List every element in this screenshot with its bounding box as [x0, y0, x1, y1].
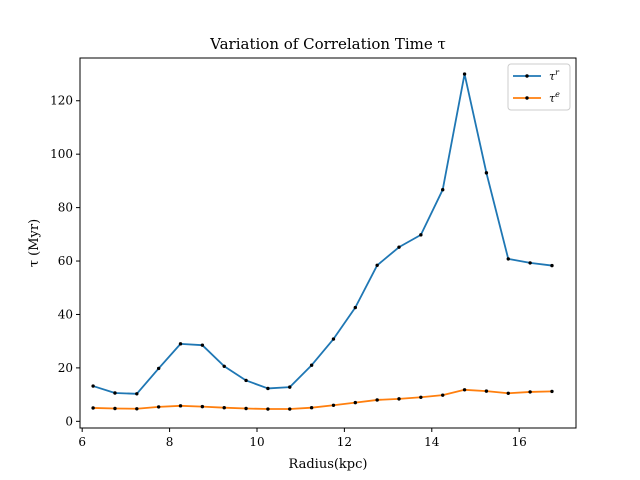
y-tick-label: 20: [58, 361, 73, 375]
data-point: [419, 233, 423, 237]
data-point: [331, 403, 336, 407]
series-line-1: [93, 388, 552, 410]
data-point: [135, 392, 139, 396]
data-point: [244, 406, 248, 411]
series-line-0: [92, 73, 553, 395]
y-axis: 0 20 40 60 80 100 120: [50, 94, 80, 428]
data-point: [462, 388, 467, 392]
data-point: [528, 261, 532, 265]
data-point: [222, 364, 226, 368]
data-point: [91, 406, 95, 410]
data-point: [419, 395, 423, 399]
data-point: [266, 407, 270, 411]
x-tick-label: 12: [337, 435, 352, 449]
data-point: [441, 393, 445, 397]
data-point: [506, 257, 510, 261]
plot-area: [79, 57, 577, 429]
data-point: [441, 188, 445, 192]
data-point: [550, 263, 554, 268]
data-point: [506, 391, 510, 395]
x-tick-label: 8: [166, 435, 174, 449]
legend-label-1: τe: [549, 90, 560, 105]
legend: τr τe: [507, 63, 571, 111]
data-point: [375, 263, 379, 268]
data-point: [91, 384, 95, 388]
data-point: [375, 398, 379, 402]
legend-marker: [525, 96, 529, 100]
data-point: [156, 366, 161, 371]
data-point: [113, 391, 117, 395]
data-point: [266, 386, 270, 391]
y-tick-label: 40: [58, 307, 73, 321]
data-point: [309, 405, 314, 410]
data-point: [222, 405, 226, 410]
x-tick-label: 6: [78, 435, 86, 449]
x-tick-label: 14: [424, 435, 440, 449]
data-point: [353, 305, 358, 310]
legend-box: [507, 63, 571, 111]
data-point: [178, 342, 183, 346]
chart-title: Variation of Correlation Time τ: [209, 35, 446, 53]
data-point: [528, 390, 532, 394]
y-tick-label: 100: [50, 147, 73, 161]
x-tick-label: 16: [512, 435, 527, 449]
x-axis-label: Radius(kpc): [289, 457, 368, 472]
series-layer: [91, 72, 554, 411]
y-tick-label: 80: [58, 201, 73, 215]
y-axis-label: τ (Myr): [27, 219, 42, 267]
y-tick-label: 0: [65, 414, 73, 428]
data-point: [113, 406, 117, 411]
data-point: [156, 405, 161, 409]
data-point: [353, 400, 358, 405]
data-point: [288, 385, 292, 389]
x-axis: 6 8 10 12 14 16: [78, 428, 527, 449]
data-point: [244, 378, 248, 383]
data-point: [288, 407, 292, 411]
data-point: [484, 171, 489, 175]
legend-marker: [525, 74, 529, 78]
data-point: [331, 337, 336, 341]
y-tick-label: 60: [58, 254, 73, 268]
data-point: [135, 407, 139, 411]
data-point: [397, 397, 401, 401]
data-point: [309, 363, 314, 367]
data-point: [462, 72, 467, 76]
data-point: [200, 343, 205, 347]
data-point: [484, 389, 489, 393]
data-point: [397, 245, 401, 249]
data-point: [200, 404, 205, 409]
legend-label-0: τr: [549, 68, 560, 83]
data-point: [178, 404, 183, 408]
data-point: [550, 389, 554, 394]
x-tick-label: 10: [249, 435, 264, 449]
y-tick-label: 120: [50, 94, 73, 108]
